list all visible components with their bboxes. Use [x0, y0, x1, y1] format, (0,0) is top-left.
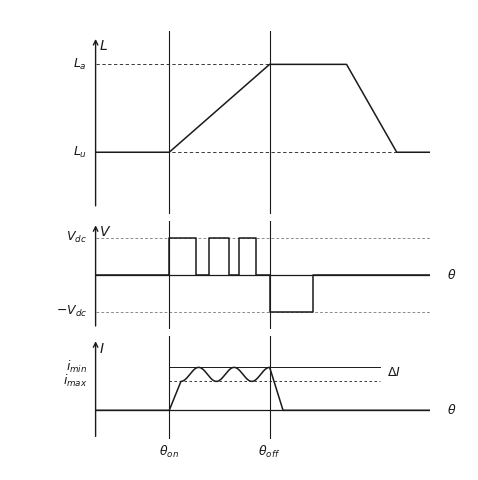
Text: $\theta_{off}$: $\theta_{off}$: [259, 444, 281, 460]
Text: $\theta$: $\theta$: [447, 403, 456, 417]
Text: $L_u$: $L_u$: [73, 144, 87, 160]
Text: $-V_{dc}$: $-V_{dc}$: [56, 304, 87, 319]
Text: $V_{dc}$: $V_{dc}$: [66, 230, 87, 245]
Text: $\theta$: $\theta$: [447, 268, 456, 282]
Text: $i_{max}$: $i_{max}$: [63, 373, 87, 389]
Text: $\Delta I$: $\Delta I$: [387, 366, 401, 379]
Text: L: L: [99, 39, 108, 53]
Text: V: V: [99, 225, 109, 239]
Text: $L_a$: $L_a$: [74, 57, 87, 72]
Text: I: I: [99, 342, 104, 356]
Text: $i_{min}$: $i_{min}$: [66, 360, 87, 375]
Text: $\theta_{on}$: $\theta_{on}$: [159, 444, 179, 460]
